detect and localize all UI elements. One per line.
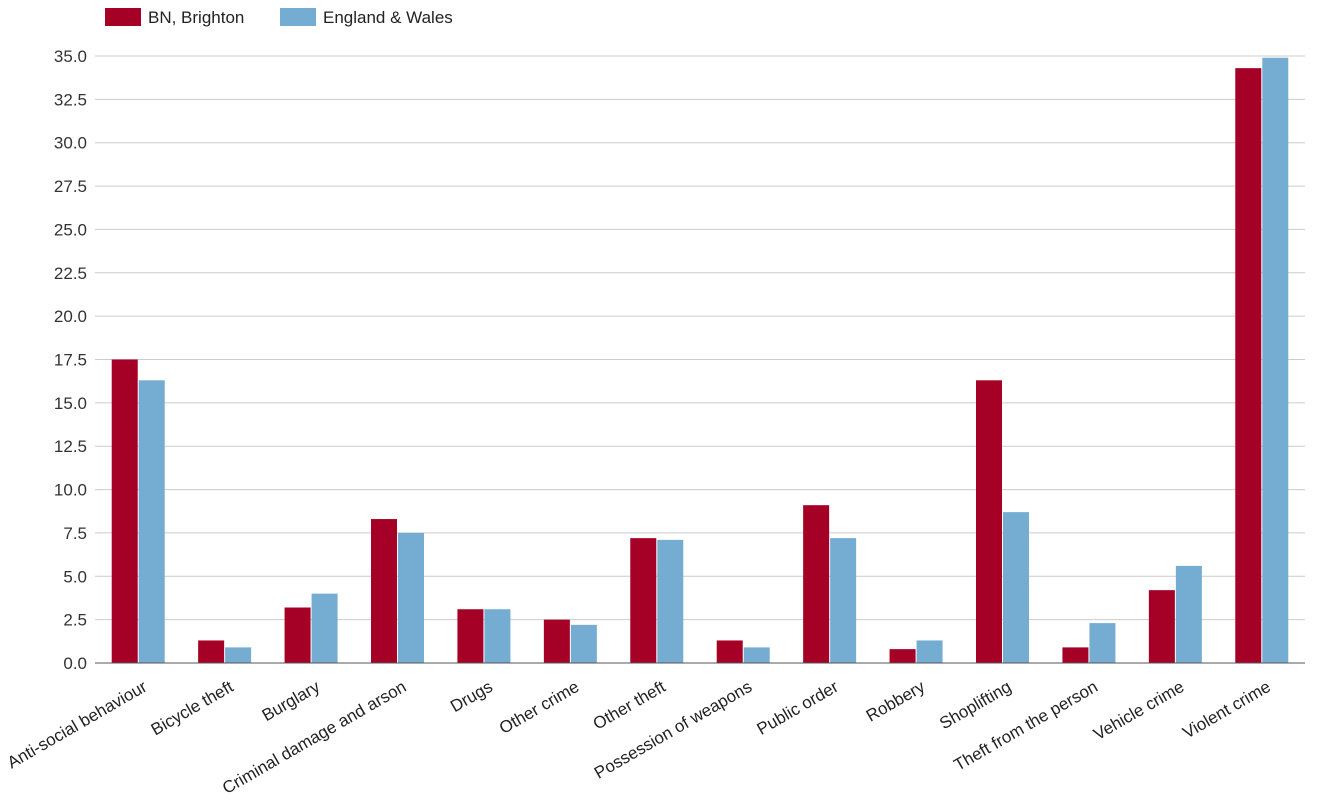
x-tick-label: Burglary: [259, 677, 324, 725]
legend-label-1: BN, Brighton: [148, 8, 244, 27]
bar-1-10: [889, 649, 916, 663]
legend-label-2: England & Wales: [323, 8, 453, 27]
bar-1-11: [976, 380, 1002, 663]
y-tick-label: 30.0: [54, 134, 87, 153]
x-tick-label: Shoplifting: [936, 677, 1014, 733]
x-tick-label: Bicycle theft: [148, 677, 237, 739]
bar-2-8: [743, 647, 770, 663]
bar-1-7: [630, 538, 657, 663]
bar-2-12: [1089, 623, 1116, 663]
bar-2-13: [1175, 565, 1202, 663]
legend-swatch-2: [280, 8, 316, 26]
bar-1-3: [284, 607, 311, 663]
y-tick-label: 15.0: [54, 394, 87, 413]
y-tick-label: 5.0: [63, 567, 87, 586]
bar-1-4: [371, 519, 397, 663]
bars: [111, 57, 1289, 663]
bar-1-6: [543, 619, 570, 663]
bar-2-14: [1262, 57, 1289, 663]
y-tick-label: 27.5: [54, 177, 87, 196]
y-axis: 0.0 2.5 5.0 7.5 10.0 12.5 15.0 17.5 20.0 22.5 25.0…: [54, 47, 87, 673]
bar-1-5: [457, 609, 484, 663]
y-tick-label: 20.0: [54, 307, 87, 326]
bar-2-3: [311, 593, 338, 663]
bar-1-1: [111, 359, 138, 663]
bar-1-8: [716, 640, 743, 663]
x-tick-label: Robbery: [863, 677, 929, 726]
y-tick-label: 17.5: [54, 351, 87, 370]
y-tick-label: 0.0: [63, 654, 87, 673]
y-tick-label: 2.5: [63, 611, 87, 630]
x-tick-label: Other theft: [590, 677, 669, 734]
y-tick-label: 22.5: [54, 264, 87, 283]
bar-2-7: [657, 539, 684, 663]
x-tick-label: Possession of weapons: [591, 677, 755, 783]
y-tick-label: 25.0: [54, 220, 87, 239]
bar-2-1: [138, 380, 165, 663]
bar-2-6: [570, 624, 597, 663]
legend: BN, Brighton England & Wales: [105, 8, 453, 27]
y-tick-label: 7.5: [63, 524, 87, 543]
x-tick-label: Theft from the person: [951, 677, 1101, 775]
bar-2-10: [916, 640, 943, 663]
bar-2-11: [1003, 512, 1029, 663]
bar-1-12: [1062, 647, 1089, 663]
gridlines: [95, 55, 1305, 621]
legend-swatch-1: [105, 8, 141, 26]
bar-2-2: [225, 647, 252, 663]
y-tick-label: 35.0: [54, 47, 87, 66]
x-tick-label: Violent crime: [1179, 677, 1273, 742]
x-tick-label: Anti-social behaviour: [4, 677, 150, 773]
x-tick-label: Public order: [754, 677, 842, 739]
y-tick-label: 10.0: [54, 481, 87, 500]
bar-1-14: [1235, 68, 1262, 663]
bar-2-5: [484, 609, 511, 663]
bar-2-9: [830, 538, 857, 663]
y-tick-label: 32.5: [54, 90, 87, 109]
y-tick-label: 12.5: [54, 437, 87, 456]
x-tick-label: Vehicle crime: [1090, 677, 1187, 744]
bar-1-13: [1148, 590, 1175, 663]
bar-1-9: [803, 505, 830, 663]
bar-1-2: [198, 640, 225, 663]
bar-2-4: [398, 532, 424, 663]
x-tick-label: Other crime: [496, 677, 582, 738]
x-tick-label: Drugs: [447, 677, 496, 716]
